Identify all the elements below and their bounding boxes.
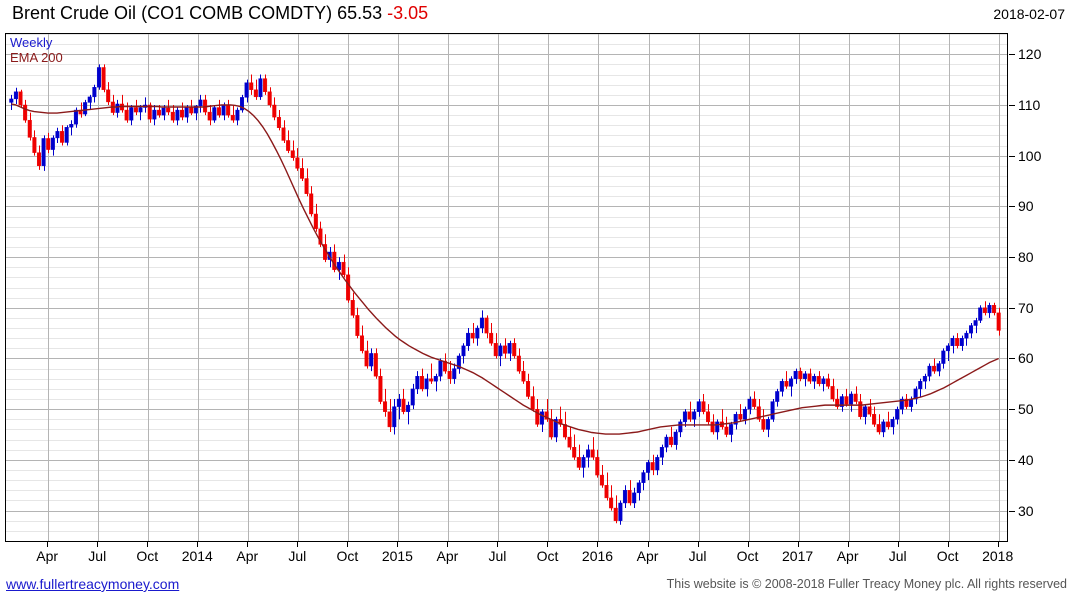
y-axis-tick (1009, 257, 1015, 258)
y-axis-label: 60 (1018, 350, 1034, 367)
y-axis-label: 50 (1018, 401, 1034, 418)
y-axis-label: 110 (1018, 96, 1041, 113)
x-axis-label: Oct (936, 548, 959, 564)
chart-header: Brent Crude Oil (CO1 COMB COMDTY) 65.53 … (0, 0, 1075, 30)
x-axis-label: Oct (336, 548, 359, 564)
x-axis-tick (47, 542, 48, 547)
y-axis-label: 70 (1018, 299, 1034, 316)
x-axis-tick (247, 542, 248, 547)
y-axis-tick (1009, 358, 1015, 359)
gridlines-vertical (48, 34, 1000, 541)
y-axis-tick (1009, 409, 1015, 410)
x-axis-label: Apr (436, 548, 459, 564)
y-axis-tick (1009, 460, 1015, 461)
x-axis-tick (898, 542, 899, 547)
x-axis-tick (447, 542, 448, 547)
x-axis-label: 2016 (581, 548, 614, 564)
copyright-text: This website is © 2008-2018 Fuller Treac… (666, 577, 1067, 591)
y-axis-tick (1009, 206, 1015, 207)
x-axis-tick (597, 542, 598, 547)
page-title: Brent Crude Oil (CO1 COMB COMDTY) 65.53 … (12, 3, 428, 24)
chart-plot-frame: Weekly EMA 200 (5, 33, 1008, 542)
instrument-ticker: (CO1 COMB COMDTY) (141, 3, 333, 23)
chart-footer: www.fullertreacymoney.com This website i… (0, 574, 1075, 600)
gridlines-minor (6, 34, 1007, 532)
x-axis-tick (147, 542, 148, 547)
y-axis-tick (1009, 54, 1015, 55)
y-axis-label: 90 (1018, 198, 1034, 215)
x-axis-label: Oct (536, 548, 559, 564)
y-axis-tick (1009, 308, 1015, 309)
x-axis: Apr Jul Oct 2014 Apr Jul Oct 2015 Apr Jul Oct 2016 A… (5, 542, 1013, 568)
x-axis-tick (998, 542, 999, 547)
x-axis-label: Jul (888, 548, 907, 564)
x-axis-label: Jul (688, 548, 707, 564)
x-axis-label: Apr (36, 548, 59, 564)
y-axis-tick (1009, 156, 1015, 157)
x-axis-tick (798, 542, 799, 547)
site-url-link[interactable]: www.fullertreacymoney.com (6, 576, 180, 592)
x-axis-label: Jul (288, 548, 307, 564)
x-axis-tick (297, 542, 298, 547)
price-change: -3.05 (387, 3, 429, 23)
y-axis-label: 30 (1018, 502, 1034, 519)
y-axis: 30 40 50 60 70 80 90 100 110 120 (1009, 33, 1069, 542)
x-axis-label: Oct (736, 548, 759, 564)
x-axis-label: Oct (136, 548, 159, 564)
y-axis-label: 40 (1018, 451, 1034, 468)
x-axis-label: 2014 (181, 548, 213, 564)
x-axis-label: Apr (236, 548, 259, 564)
x-axis-label: 2015 (381, 548, 413, 564)
x-axis-tick (397, 542, 398, 547)
x-axis-label: 2017 (782, 548, 814, 564)
x-axis-tick (948, 542, 949, 547)
x-axis-label: Jul (88, 548, 107, 564)
y-axis-label: 80 (1018, 249, 1034, 266)
x-axis-tick (347, 542, 348, 547)
instrument-name: Brent Crude Oil (12, 3, 137, 23)
x-axis-tick (748, 542, 749, 547)
x-axis-label: Apr (836, 548, 859, 564)
x-axis-tick (648, 542, 649, 547)
ema-200-line (11, 103, 999, 435)
candlestick-series (9, 64, 1001, 525)
x-axis-label: 2018 (982, 548, 1014, 564)
y-axis-tick (1009, 511, 1015, 512)
y-axis-tick (1009, 105, 1015, 106)
x-axis-tick (547, 542, 548, 547)
x-axis-label: Jul (488, 548, 507, 564)
x-axis-tick (698, 542, 699, 547)
gridlines-major (6, 54, 1007, 512)
as-of-date: 2018-02-07 (993, 6, 1065, 22)
chart-canvas (6, 34, 1007, 541)
x-axis-label: Apr (636, 548, 659, 564)
price-chart-svg (6, 34, 1007, 541)
x-axis-tick (848, 542, 849, 547)
x-axis-tick (497, 542, 498, 547)
y-axis-label: 100 (1018, 147, 1042, 164)
x-axis-tick (97, 542, 98, 547)
x-axis-tick (197, 542, 198, 547)
last-price: 65.53 (337, 3, 383, 23)
y-axis-label: 120 (1018, 46, 1042, 63)
